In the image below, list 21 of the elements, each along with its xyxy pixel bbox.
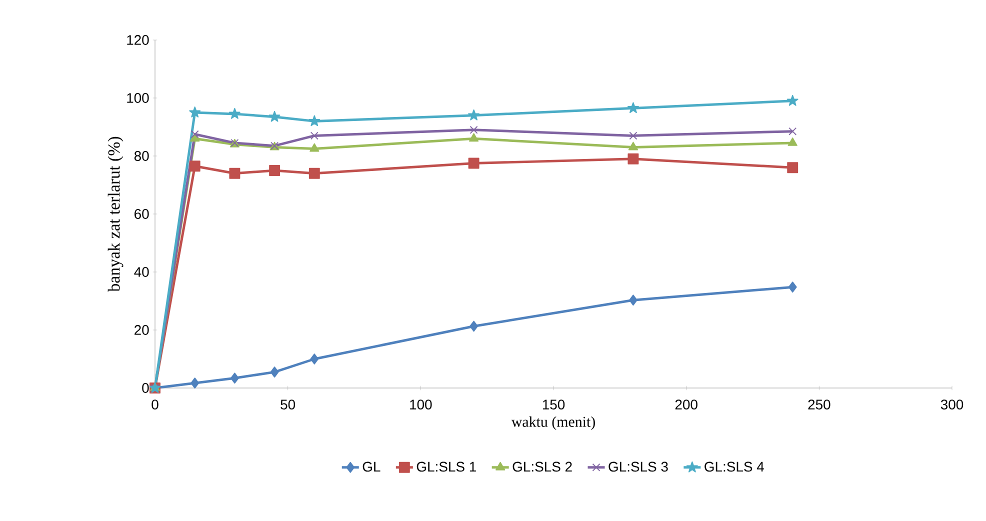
- x-tick-label: 250: [808, 400, 830, 410]
- y-tick-label: 40: [134, 267, 149, 277]
- x-tick-label: 50: [280, 400, 296, 410]
- y-axis-title: banyak zat terlarut (%): [108, 136, 124, 292]
- legend-label: GL:SLS 4: [704, 462, 764, 472]
- x-tick-label: 0: [152, 400, 158, 410]
- y-tick-label: 100: [127, 93, 149, 103]
- legend-label: GL:SLS 1: [416, 462, 476, 472]
- x-tick-label: 150: [542, 400, 565, 410]
- x-axis-title: waktu (menit): [511, 416, 595, 430]
- legend-label: GL: [362, 462, 380, 472]
- x-tick-label: 100: [410, 400, 432, 410]
- x-tick-label: 200: [675, 400, 698, 410]
- y-tick-label: 80: [134, 151, 149, 161]
- y-tick-label: 120: [127, 35, 149, 45]
- y-tick-label: 20: [134, 325, 149, 335]
- y-tick-label: 60: [134, 209, 149, 219]
- legend-label: GL:SLS 2: [512, 462, 572, 472]
- x-tick-label: 300: [940, 400, 964, 410]
- legend-label: GL:SLS 3: [608, 462, 668, 472]
- y-tick-label: 0: [142, 383, 149, 393]
